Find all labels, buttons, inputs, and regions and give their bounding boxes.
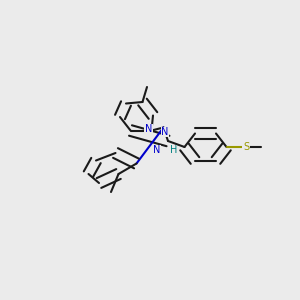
Text: S: S [243,142,249,152]
Text: N: N [153,145,160,155]
Text: H: H [169,145,177,155]
Text: N: N [161,127,169,137]
Text: N: N [145,124,152,134]
